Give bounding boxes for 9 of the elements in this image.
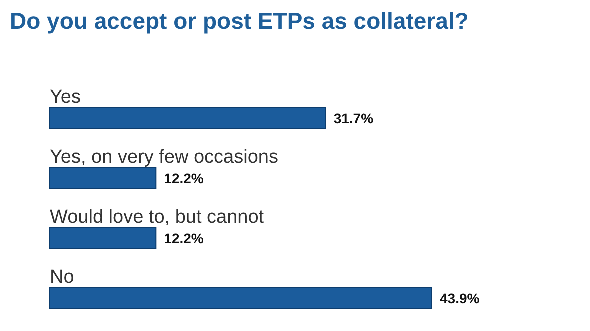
data-label: 31.7% xyxy=(334,110,374,126)
y-tick-label: Yes xyxy=(50,87,81,108)
y-tick-label: No xyxy=(50,267,74,288)
data-label: 43.9% xyxy=(440,290,480,306)
data-label: 12.2% xyxy=(164,170,204,186)
chart-title: Do you accept or post ETPs as collateral? xyxy=(10,8,469,35)
y-tick-label: Yes, on very few occasions xyxy=(50,147,278,168)
data-label: 12.2% xyxy=(164,230,204,246)
y-tick-label: Would love to, but cannot xyxy=(50,207,265,228)
